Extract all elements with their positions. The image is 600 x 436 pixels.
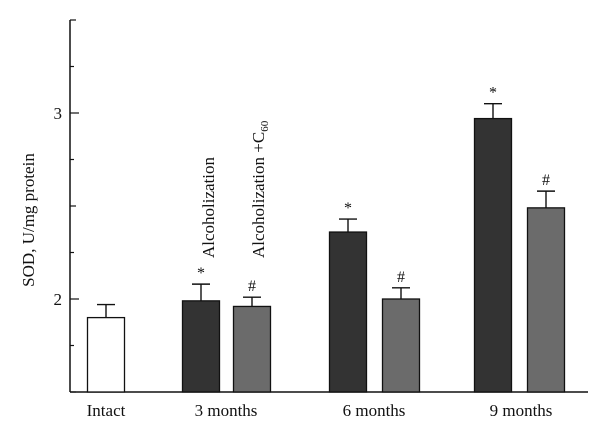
y-tick-label: 3: [54, 104, 63, 123]
bar-alcoholization: [328, 231, 368, 393]
bar-alcoholization-c60-significance-mark: #: [248, 278, 256, 295]
bar-alcoholization-significance-mark: *: [197, 265, 205, 282]
y-tick-label: 2: [54, 290, 63, 309]
bar-alcoholization-c60-significance-mark: #: [397, 269, 405, 286]
bar-alcoholization-significance-mark: *: [489, 85, 497, 102]
x-tick-label: 3 months: [195, 401, 258, 420]
series-label-alcoholization: Alcoholization: [199, 156, 218, 258]
series-label-alcoholization-c60: Alcoholization +C60: [249, 120, 271, 258]
bar-alcoholization-c60: [381, 298, 421, 393]
bar-alcoholization-c60-significance-mark: #: [542, 172, 550, 189]
series-label-subscript: 60: [259, 120, 271, 132]
x-tick-label: 6 months: [343, 401, 406, 420]
bars: [86, 102, 566, 393]
bar-alcoholization: [473, 117, 513, 393]
labels: 2 3 SOD, U/mg protein * # * # * # Intact 3 months 6…: [19, 85, 552, 420]
bar-intact: [86, 316, 126, 393]
bar-alcoholization-c60: [232, 305, 272, 393]
bar-alcoholization-c60: [526, 207, 566, 393]
bar-alcoholization: [181, 300, 221, 393]
y-axis-label: SOD, U/mg protein: [19, 153, 38, 287]
bar-alcoholization-significance-mark: *: [344, 200, 352, 217]
x-tick-label: Intact: [87, 401, 126, 420]
x-tick-label: 9 months: [490, 401, 553, 420]
